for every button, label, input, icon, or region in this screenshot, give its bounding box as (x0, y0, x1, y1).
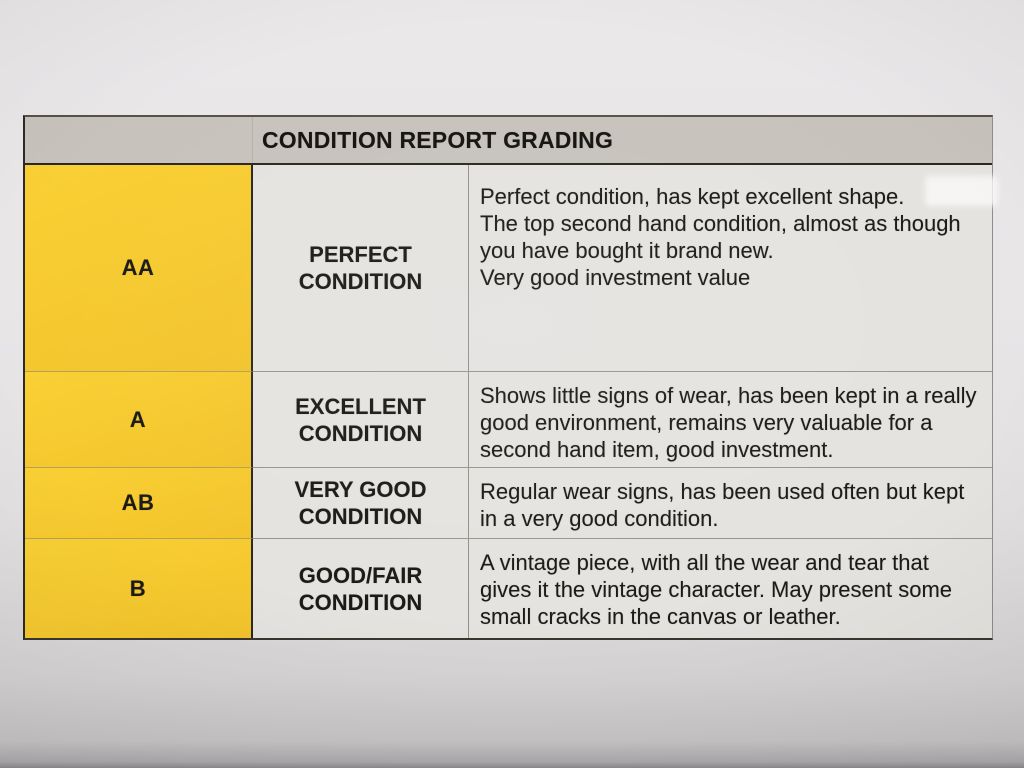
description-paragraph: Shows little signs of wear, has been kep… (480, 383, 977, 462)
condition-name-line: PERFECT (309, 242, 412, 267)
description-paragraph: A vintage piece, with all the wear and t… (480, 550, 953, 629)
condition-name-line: EXCELLENT (295, 393, 426, 419)
condition-name-line: CONDITION (298, 269, 423, 294)
condition-name-line: VERY GOOD (294, 477, 427, 502)
grade-cell: A (25, 371, 253, 467)
description-cell: Shows little signs of wear, has been kep… (469, 371, 992, 467)
condition-name-cell: GOOD/FAIR CONDITION (253, 538, 469, 638)
description-paragraph: The top second hand condition, almost as… (480, 211, 961, 263)
grade-cell: B (25, 538, 253, 638)
condition-name-cell: PERFECT CONDITION (253, 165, 469, 371)
header-empty-cell (25, 117, 253, 163)
condition-grading-table: CONDITION REPORT GRADING AA PERFECT COND… (23, 115, 993, 640)
description-cell: A vintage piece, with all the wear and t… (469, 538, 992, 638)
condition-name-line: CONDITION (298, 420, 423, 446)
grade-cell: AA (25, 165, 253, 371)
table-header-row: CONDITION REPORT GRADING (25, 117, 992, 165)
grade-cell: AB (25, 467, 253, 538)
description-paragraph: Perfect condition, has kept excellent sh… (480, 184, 905, 209)
condition-name-line: GOOD/FAIR (298, 562, 423, 588)
condition-name-line: CONDITION (298, 504, 423, 529)
description-paragraph: Regular wear signs, has been used often … (480, 479, 965, 531)
condition-name-line: CONDITION (298, 589, 423, 615)
condition-name-cell: VERY GOOD CONDITION (253, 467, 469, 538)
table-title: CONDITION REPORT GRADING (262, 126, 614, 153)
description-cell: Perfect condition, has kept excellent sh… (469, 165, 992, 371)
description-cell: Regular wear signs, has been used often … (469, 467, 992, 538)
condition-name-cell: EXCELLENT CONDITION (253, 371, 469, 467)
description-paragraph: Very good investment value (480, 265, 751, 290)
